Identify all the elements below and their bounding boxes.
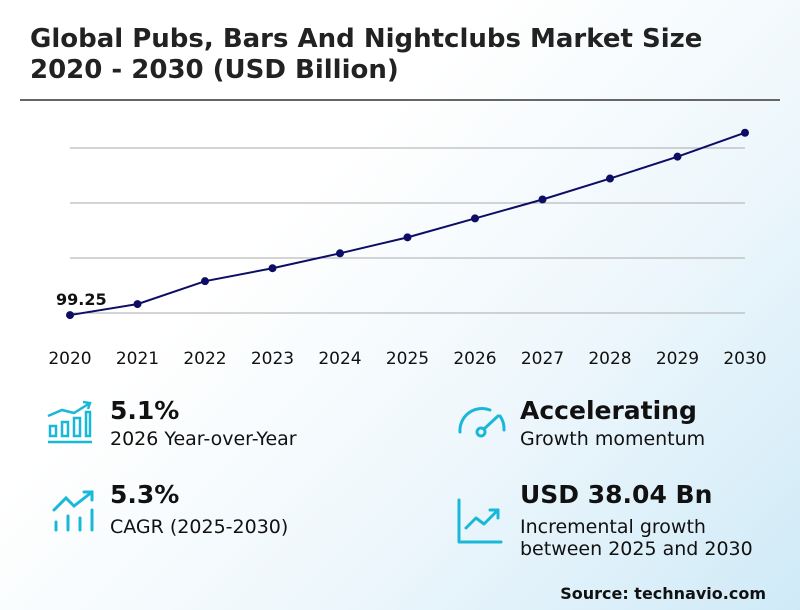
x-tick-label: 2029 xyxy=(656,349,699,369)
stat-label: Growth momentum xyxy=(520,428,706,450)
trend-up-bars-icon xyxy=(52,490,94,532)
stat-value: 5.1% xyxy=(110,396,180,425)
x-tick-label: 2022 xyxy=(183,349,226,369)
stat-label: 2026 Year-over-Year xyxy=(110,428,297,450)
data-point xyxy=(336,249,344,258)
stat-value: USD 38.04 Bn xyxy=(520,480,713,509)
x-tick-label: 2025 xyxy=(386,349,429,369)
data-point xyxy=(201,277,209,286)
title-line-2: 2020 - 2030 (USD Billion) xyxy=(30,55,399,85)
x-tick-label: 2021 xyxy=(116,349,159,369)
data-point xyxy=(268,264,277,273)
page-title: Global Pubs, Bars And Nightclubs Market … xyxy=(30,24,702,86)
stat-momentum: Accelerating Growth momentum xyxy=(520,396,705,450)
line-chart-icon xyxy=(457,498,503,544)
bar-chart-growth-icon xyxy=(47,400,92,444)
x-tick-label: 2023 xyxy=(251,349,294,369)
data-point xyxy=(66,311,74,320)
data-point xyxy=(471,214,479,223)
x-tick-label: 2030 xyxy=(723,349,766,369)
x-tick-label: 2020 xyxy=(48,349,91,369)
data-point xyxy=(133,300,142,309)
data-point xyxy=(673,152,682,161)
data-point xyxy=(403,233,412,242)
x-tick-label: 2026 xyxy=(453,349,496,369)
x-tick-label: 2027 xyxy=(521,349,564,369)
source-credit: Source: technavio.com xyxy=(560,584,766,603)
speedometer-icon xyxy=(458,406,506,438)
line-chart: 2020 2021 2022 2023 2024 2025 2026 2027 2028 2029… xyxy=(48,128,767,369)
stat-yoy: 5.1% 2026 Year-over-Year xyxy=(110,396,297,450)
x-tick-label: 2028 xyxy=(588,349,631,369)
data-label: 99.25 xyxy=(56,290,107,309)
stat-value: Accelerating xyxy=(520,396,697,425)
stat-value: 5.3% xyxy=(110,480,180,509)
data-point xyxy=(741,128,749,137)
title-line-1: Global Pubs, Bars And Nightclubs Market … xyxy=(30,24,703,54)
title-divider xyxy=(20,99,780,101)
x-tick-label: 2024 xyxy=(318,349,361,369)
data-point xyxy=(606,174,614,183)
series-line xyxy=(69,131,746,317)
stat-cagr: 5.3% CAGR (2025-2030) xyxy=(110,480,288,538)
stat-label: CAGR (2025-2030) xyxy=(110,516,289,538)
stat-label-line1: Incremental growth xyxy=(520,516,706,538)
data-point xyxy=(538,195,547,204)
stat-label-line2: between 2025 and 2030 xyxy=(520,538,753,560)
stat-incremental: USD 38.04 Bn Incremental growth between … xyxy=(520,480,753,560)
